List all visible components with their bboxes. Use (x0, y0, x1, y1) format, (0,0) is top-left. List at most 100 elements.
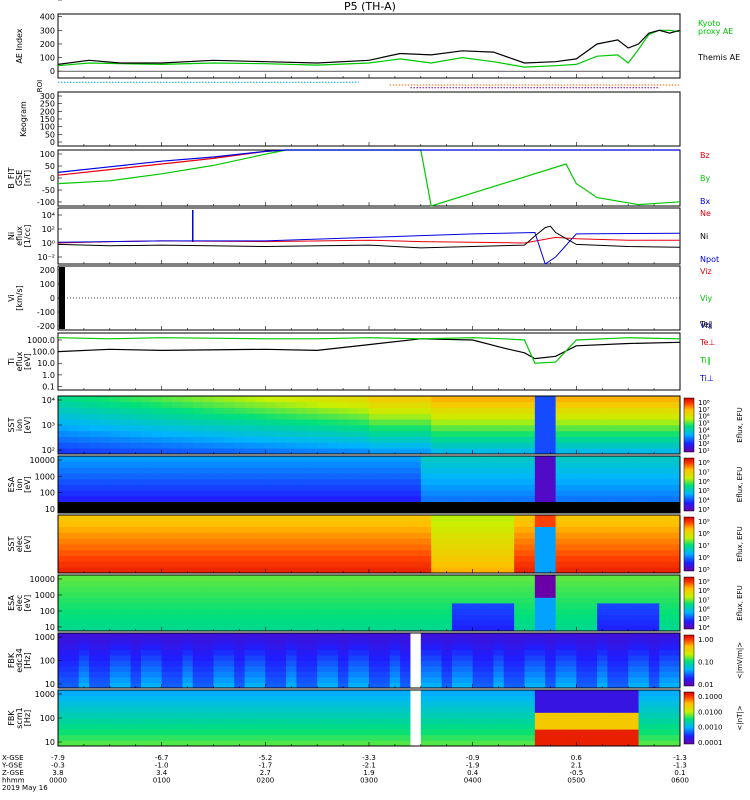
heatmap-cell (99, 718, 111, 724)
heatmap-cell (109, 695, 121, 702)
heatmap-cell (254, 718, 266, 724)
heatmap-cell (223, 718, 235, 724)
heatmap-cell (223, 638, 235, 645)
heatmap-cell (151, 690, 163, 696)
heatmap-cell (524, 501, 536, 508)
heatmap-cell (555, 638, 567, 645)
heatmap-cell (151, 682, 163, 689)
legend-kyoto: proxy AE (698, 27, 733, 36)
heatmap-cell (296, 740, 308, 747)
heatmap-cell (472, 561, 484, 568)
heatmap-cell (223, 484, 235, 491)
heatmap-cell (400, 740, 411, 747)
heatmap-cell (68, 461, 80, 468)
heatmap-cell (327, 729, 339, 736)
heatmap-cell (337, 619, 349, 626)
heatmap-cell (234, 690, 245, 696)
heatmap-cell (545, 644, 556, 650)
heatmap-cell (545, 660, 556, 667)
heatmap-cell (89, 448, 100, 455)
heatmap-cell (78, 723, 90, 730)
heatmap-cell (400, 655, 411, 661)
heatmap-cell (586, 660, 598, 667)
heatmap-cell (296, 644, 308, 650)
heatmap-cell (317, 555, 328, 562)
y-tick-label: 400 (40, 13, 55, 22)
heatmap-cell (327, 448, 339, 455)
heatmap-cell (120, 580, 131, 587)
heatmap-cell (265, 419, 277, 426)
heatmap-cell (648, 436, 660, 443)
heatmap-cell (483, 712, 494, 719)
heatmap-cell (379, 461, 391, 468)
heatmap-cell (431, 633, 442, 639)
heatmap-cell (296, 430, 308, 437)
heatmap-cell (130, 671, 142, 678)
heatmap-cell (534, 677, 546, 683)
heatmap-cell (462, 507, 474, 514)
heatmap-cell (99, 695, 111, 702)
heatmap-cell (565, 544, 577, 551)
heatmap-cell (379, 549, 391, 556)
heatmap-cell (120, 690, 131, 696)
heatmap-cell (337, 625, 349, 632)
heatmap-cell (140, 608, 152, 615)
heatmap-cell (172, 419, 183, 426)
heatmap-cell (669, 507, 681, 514)
heatmap-cell (669, 526, 681, 533)
heatmap-cell (161, 619, 173, 626)
heatmap-cell (130, 586, 142, 593)
heatmap-cell (182, 723, 194, 730)
heatmap-cell (607, 467, 619, 474)
heatmap-cell (669, 666, 681, 672)
heatmap-cell (617, 532, 629, 539)
heatmap-cell (234, 461, 245, 468)
heatmap-cell (182, 644, 194, 650)
heatmap-cell (638, 413, 650, 420)
heatmap-cell (327, 695, 339, 702)
heatmap-cell (327, 690, 339, 696)
heatmap-cell (441, 586, 453, 593)
heatmap-cell (431, 586, 442, 593)
heatmap-cell (493, 561, 505, 568)
heatmap-cell (420, 456, 432, 463)
heatmap-cell (348, 407, 360, 414)
heatmap-cell (493, 484, 505, 491)
heatmap-cell (534, 501, 546, 508)
heatmap-cell (254, 666, 266, 672)
heatmap-cell (576, 456, 588, 463)
colorbar-tick-label: 10⁵ (698, 420, 710, 428)
heatmap-cell (296, 396, 308, 403)
heatmap-cell (514, 603, 525, 609)
heatmap-cell (286, 484, 297, 491)
heatmap-cell (607, 538, 619, 545)
heatmap-cell (296, 549, 308, 556)
heatmap-cell (203, 729, 214, 736)
heatmap-cell (669, 723, 681, 730)
heatmap-cell (648, 660, 660, 667)
heatmap-cell (358, 544, 370, 551)
heatmap-cell (586, 448, 598, 455)
heatmap-cell (348, 729, 360, 736)
heatmap-cell (669, 690, 681, 696)
heatmap-cell (545, 515, 556, 522)
heatmap-cell (576, 473, 588, 480)
legend-0: Te∥ (699, 320, 712, 329)
heatmap-cell (534, 712, 546, 719)
heatmap-cell (617, 473, 629, 480)
heatmap-cell (451, 538, 463, 545)
heatmap-cell (514, 544, 525, 551)
heatmap-cell (327, 655, 339, 661)
heatmap-cell (379, 567, 391, 574)
heatmap-cell (317, 442, 328, 449)
heatmap-cell (78, 495, 90, 502)
heatmap-cell (493, 495, 505, 502)
heatmap-cell (420, 538, 432, 545)
heatmap-cell (130, 448, 142, 455)
heatmap-cell (514, 690, 525, 696)
heatmap-cell (472, 430, 484, 437)
heatmap-cell (545, 591, 556, 598)
heatmap-cell (89, 655, 100, 661)
heatmap-cell (565, 580, 577, 587)
heatmap-cell (369, 490, 380, 497)
